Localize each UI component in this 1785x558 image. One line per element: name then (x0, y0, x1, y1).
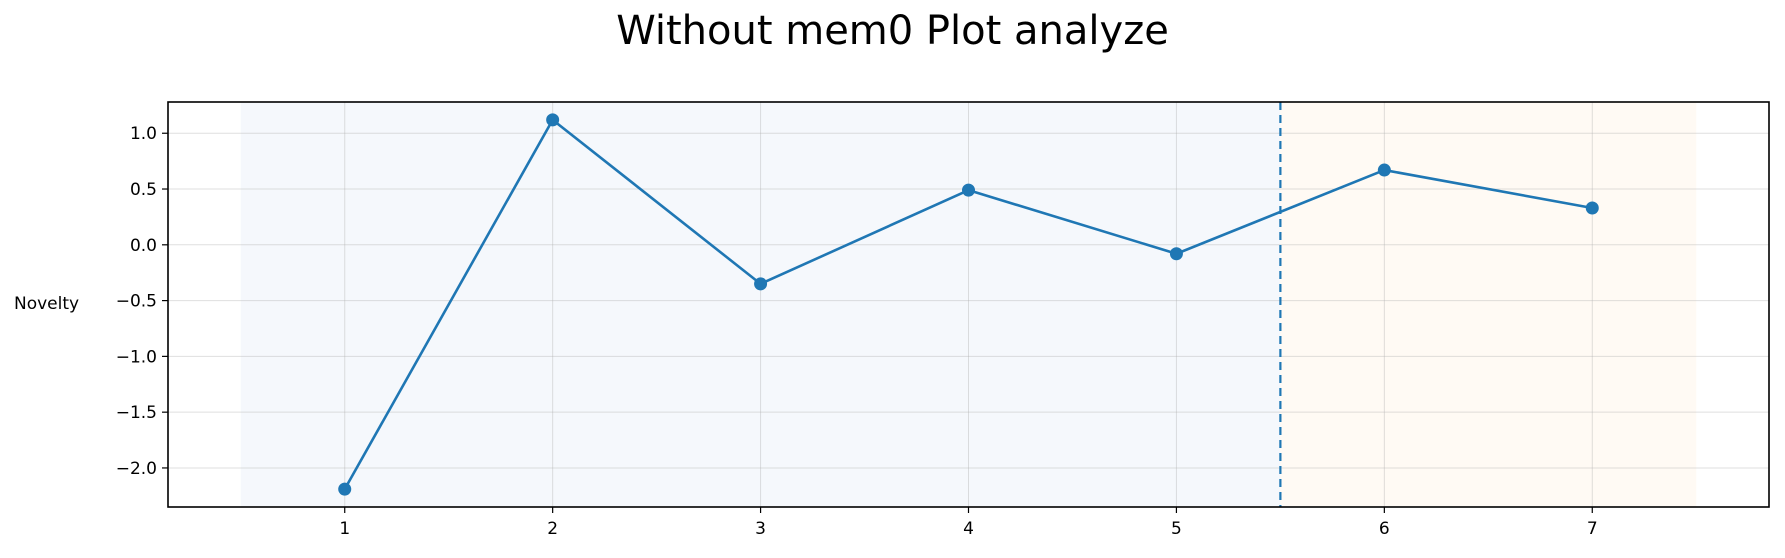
y-tick-label: 0.0 (130, 236, 157, 256)
x-tick-label: 7 (1587, 519, 1598, 539)
y-tick-label: −2.0 (116, 459, 157, 479)
y-tick-label: 1.0 (130, 124, 157, 144)
x-tick-label: 1 (339, 519, 350, 539)
data-point (1169, 247, 1183, 261)
shaded-regions (240, 102, 1697, 507)
x-tick-label: 6 (1379, 519, 1390, 539)
x-tick-label: 5 (1171, 519, 1182, 539)
y-axis-label: Novelty (14, 294, 80, 314)
data-point (962, 183, 975, 197)
chart-title: Without mem0 Plot analyze (616, 8, 1169, 54)
x-tick-label: 2 (547, 519, 558, 539)
y-tick-label: 0.5 (130, 180, 157, 200)
y-tick-label: −1.0 (116, 347, 157, 367)
series-layer (338, 113, 1599, 496)
x-tick-label: 4 (963, 519, 974, 539)
shaded-region-2 (1280, 102, 1697, 507)
data-point (1377, 163, 1391, 177)
data-point (338, 482, 352, 496)
shaded-region-1 (240, 102, 1281, 507)
data-point (546, 113, 560, 127)
data-point (1585, 201, 1599, 215)
axes-layer: 1 2 3 4 5 6 7 1.0 0.5 0.0 −0.5 −1.0 −1.5 −2.0 (116, 101, 1770, 539)
data-point (754, 277, 768, 291)
x-tick-label: 3 (755, 519, 766, 539)
gridlines (168, 102, 1769, 507)
y-tick-label: −1.5 (116, 403, 157, 423)
y-tick-label: −0.5 (116, 292, 157, 312)
